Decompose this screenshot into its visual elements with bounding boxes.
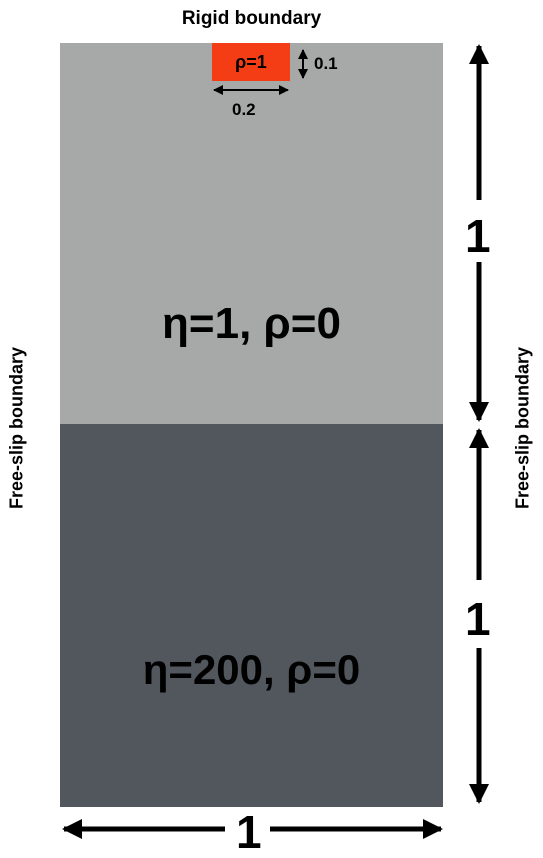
upper-layer: η=1, ρ=0 xyxy=(60,43,443,424)
block-label: ρ=1 xyxy=(235,51,267,72)
lower-layer-label: η=200, ρ=0 xyxy=(142,646,361,693)
block-height-label: 0.1 xyxy=(314,54,338,73)
dense-block: ρ=1 xyxy=(212,43,290,81)
lower-layer: η=200, ρ=0 xyxy=(60,424,443,807)
upper-height-label: 1 xyxy=(465,210,491,262)
upper-layer-label: η=1, ρ=0 xyxy=(162,299,341,348)
top-boundary-label: Rigid boundary xyxy=(181,8,322,29)
lower-height-label: 1 xyxy=(465,593,491,645)
block-width-label: 0.2 xyxy=(232,100,256,119)
width-label: 1 xyxy=(236,806,262,858)
